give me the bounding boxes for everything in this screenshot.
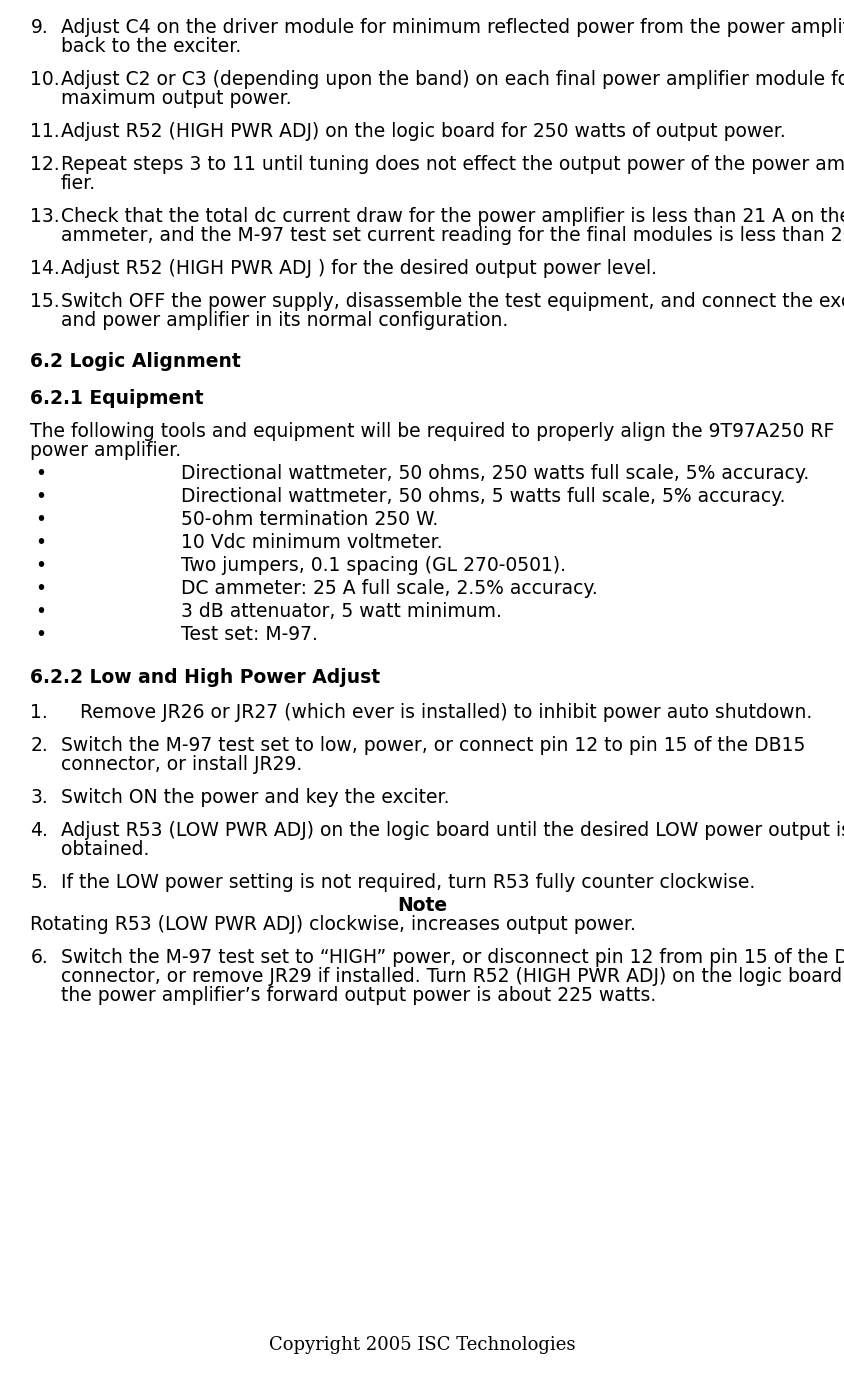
Text: 14.: 14. bbox=[30, 260, 60, 278]
Text: Adjust R52 (HIGH PWR ADJ ) for the desired output power level.: Adjust R52 (HIGH PWR ADJ ) for the desir… bbox=[61, 260, 657, 278]
Text: 13.: 13. bbox=[30, 207, 60, 226]
Text: Adjust R53 (LOW PWR ADJ) on the logic board until the desired LOW power output i: Adjust R53 (LOW PWR ADJ) on the logic bo… bbox=[61, 821, 844, 840]
Text: the power amplifier’s forward output power is about 225 watts.: the power amplifier’s forward output pow… bbox=[61, 986, 656, 1005]
Text: 1.: 1. bbox=[30, 704, 48, 722]
Text: Switch ON the power and key the exciter.: Switch ON the power and key the exciter. bbox=[61, 787, 449, 807]
Text: 5.: 5. bbox=[30, 872, 48, 892]
Text: Switch the M-97 test set to “HIGH” power, or disconnect pin 12 from pin 15 of th: Switch the M-97 test set to “HIGH” power… bbox=[61, 948, 844, 967]
Text: Directional wattmeter, 50 ohms, 250 watts full scale, 5% accuracy.: Directional wattmeter, 50 ohms, 250 watt… bbox=[181, 463, 809, 483]
Text: •: • bbox=[35, 579, 46, 597]
Text: 3.: 3. bbox=[30, 787, 48, 807]
Text: Adjust C2 or C3 (depending upon the band) on each final power amplifier module f: Adjust C2 or C3 (depending upon the band… bbox=[61, 70, 844, 89]
Text: connector, or install JR29.: connector, or install JR29. bbox=[61, 755, 302, 773]
Text: Test set: M-97.: Test set: M-97. bbox=[181, 625, 318, 644]
Text: DC ammeter: 25 A full scale, 2.5% accuracy.: DC ammeter: 25 A full scale, 2.5% accura… bbox=[181, 579, 598, 597]
Text: 10 Vdc minimum voltmeter.: 10 Vdc minimum voltmeter. bbox=[181, 533, 443, 551]
Text: 15.: 15. bbox=[30, 292, 60, 311]
Text: 12.: 12. bbox=[30, 155, 60, 174]
Text: and power amplifier in its normal configuration.: and power amplifier in its normal config… bbox=[61, 311, 508, 329]
Text: 4.: 4. bbox=[30, 821, 48, 840]
Text: Rotating R53 (LOW PWR ADJ) clockwise, increases output power.: Rotating R53 (LOW PWR ADJ) clockwise, in… bbox=[30, 914, 636, 934]
Text: If the LOW power setting is not required, turn R53 fully counter clockwise.: If the LOW power setting is not required… bbox=[61, 872, 755, 892]
Text: Remove JR26 or JR27 (which ever is installed) to inhibit power auto shutdown.: Remove JR26 or JR27 (which ever is insta… bbox=[80, 704, 813, 722]
Text: 11.: 11. bbox=[30, 121, 60, 141]
Text: 10.: 10. bbox=[30, 70, 60, 89]
Text: Repeat steps 3 to 11 until tuning does not effect the output power of the power : Repeat steps 3 to 11 until tuning does n… bbox=[61, 155, 844, 174]
Text: Two jumpers, 0.1 spacing (GL 270-0501).: Two jumpers, 0.1 spacing (GL 270-0501). bbox=[181, 556, 566, 575]
Text: •: • bbox=[35, 533, 46, 551]
Text: connector, or remove JR29 if installed. Turn R52 (HIGH PWR ADJ) on the logic boa: connector, or remove JR29 if installed. … bbox=[61, 967, 844, 986]
Text: power amplifier.: power amplifier. bbox=[30, 441, 181, 461]
Text: The following tools and equipment will be required to properly align the 9T97A25: The following tools and equipment will b… bbox=[30, 422, 835, 441]
Text: 50-ohm termination 250 W.: 50-ohm termination 250 W. bbox=[181, 510, 439, 529]
Text: •: • bbox=[35, 463, 46, 483]
Text: •: • bbox=[35, 625, 46, 644]
Text: Switch OFF the power supply, disassemble the test equipment, and connect the exc: Switch OFF the power supply, disassemble… bbox=[61, 292, 844, 311]
Text: Copyright 2005 ISC Technologies: Copyright 2005 ISC Technologies bbox=[268, 1336, 576, 1354]
Text: •: • bbox=[35, 487, 46, 505]
Text: Check that the total dc current draw for the power amplifier is less than 21 A o: Check that the total dc current draw for… bbox=[61, 207, 844, 226]
Text: •: • bbox=[35, 510, 46, 529]
Text: 3 dB attenuator, 5 watt minimum.: 3 dB attenuator, 5 watt minimum. bbox=[181, 602, 502, 621]
Text: Adjust R52 (HIGH PWR ADJ) on the logic board for 250 watts of output power.: Adjust R52 (HIGH PWR ADJ) on the logic b… bbox=[61, 121, 786, 141]
Text: 6.2.1 Equipment: 6.2.1 Equipment bbox=[30, 389, 203, 408]
Text: maximum output power.: maximum output power. bbox=[61, 89, 291, 107]
Text: •: • bbox=[35, 556, 46, 575]
Text: back to the exciter.: back to the exciter. bbox=[61, 38, 241, 56]
Text: ammeter, and the M-97 test set current reading for the final modules is less tha: ammeter, and the M-97 test set current r… bbox=[61, 226, 844, 246]
Text: •: • bbox=[35, 602, 46, 621]
Text: Adjust C4 on the driver module for minimum reflected power from the power amplif: Adjust C4 on the driver module for minim… bbox=[61, 18, 844, 38]
Text: Switch the M-97 test set to low, power, or connect pin 12 to pin 15 of the DB15: Switch the M-97 test set to low, power, … bbox=[61, 736, 805, 755]
Text: 2.: 2. bbox=[30, 736, 48, 755]
Text: 9.: 9. bbox=[30, 18, 48, 38]
Text: 6.: 6. bbox=[30, 948, 48, 967]
Text: 6.2.2 Low and High Power Adjust: 6.2.2 Low and High Power Adjust bbox=[30, 669, 380, 687]
Text: Note: Note bbox=[397, 896, 447, 914]
Text: Directional wattmeter, 50 ohms, 5 watts full scale, 5% accuracy.: Directional wattmeter, 50 ohms, 5 watts … bbox=[181, 487, 786, 505]
Text: fier.: fier. bbox=[61, 174, 96, 193]
Text: obtained.: obtained. bbox=[61, 840, 149, 859]
Text: 6.2 Logic Alignment: 6.2 Logic Alignment bbox=[30, 352, 241, 371]
